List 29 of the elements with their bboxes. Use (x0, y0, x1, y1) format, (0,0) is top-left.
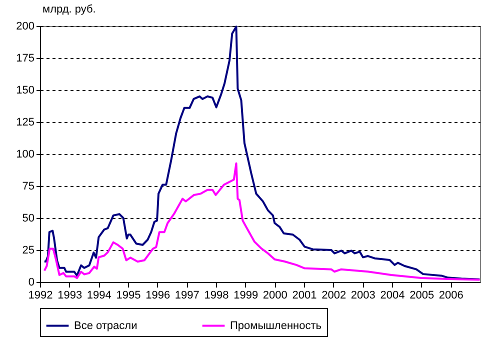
y-tick-label: 175 (16, 52, 34, 64)
y-tick-label: 125 (16, 116, 34, 128)
legend-label: Промышленность (230, 320, 322, 332)
x-tick-label: 2004 (380, 290, 405, 302)
y-tick-label: 75 (22, 180, 34, 192)
x-tick-label: 2003 (350, 290, 376, 302)
x-tick-label: 1992 (28, 290, 53, 302)
x-tick-label: 1994 (86, 290, 112, 302)
line-series (43, 162, 481, 281)
y-tick-label: 150 (16, 84, 34, 96)
y-tick-label: 200 (16, 20, 34, 32)
legend-label: Все отрасли (74, 320, 138, 332)
x-tick-label: 2002 (322, 290, 346, 302)
x-tick-label: 2000 (262, 290, 288, 302)
x-tick-label: 1997 (174, 290, 200, 302)
y-tick-label: 0 (28, 276, 34, 288)
x-tick-label: 1996 (146, 290, 170, 302)
y-tick-label: 25 (22, 244, 34, 256)
x-tick-label: 1999 (234, 290, 258, 302)
y-tick-label: 50 (22, 212, 34, 224)
x-tick-label: 2005 (410, 290, 434, 302)
x-tick-label: 1998 (204, 290, 229, 302)
y-tick-label: 100 (16, 148, 34, 160)
x-tick-label: 2006 (438, 290, 464, 302)
x-tick-label: 1995 (116, 290, 141, 302)
x-tick-label: 2001 (292, 290, 317, 302)
x-tick-label: 1993 (58, 290, 82, 302)
line-series (43, 26, 481, 280)
y-axis-title: млрд. руб. (42, 4, 96, 16)
